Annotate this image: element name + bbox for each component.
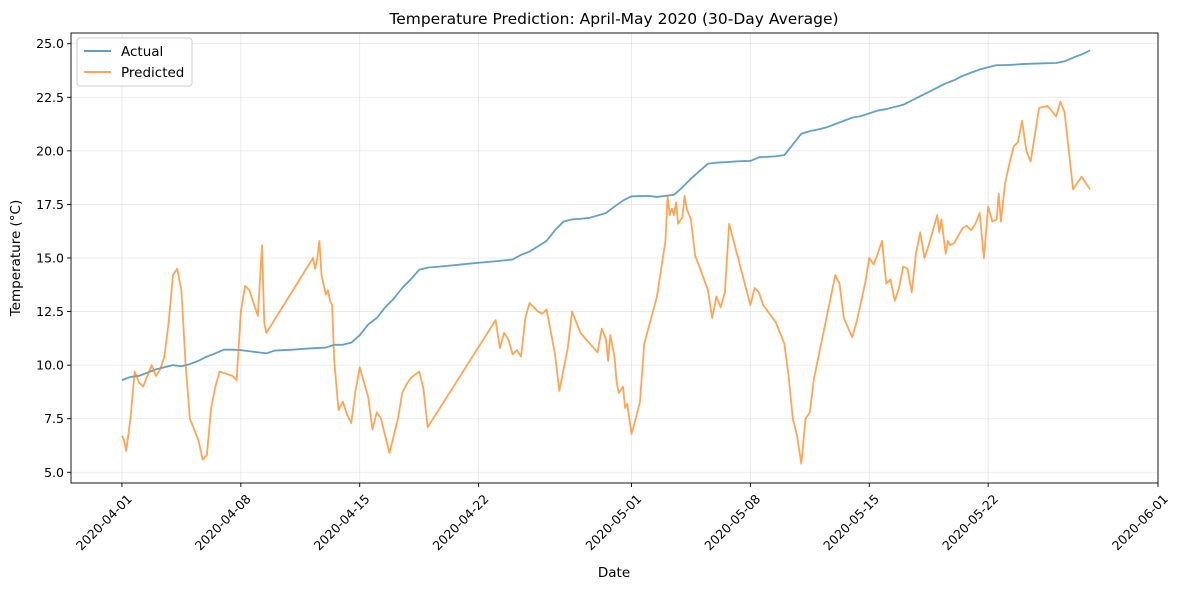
legend: Actual Predicted xyxy=(76,37,193,87)
y-tick-label: 5.0 xyxy=(44,465,64,480)
y-tick-label: 10.0 xyxy=(36,358,64,373)
y-tick-label: 17.5 xyxy=(36,197,64,212)
y-tick-label: 22.5 xyxy=(36,90,64,105)
chart-title: Temperature Prediction: April-May 2020 (… xyxy=(388,10,838,28)
series-line-predicted xyxy=(121,100,1091,465)
series-lines xyxy=(121,49,1091,465)
y-tick-label: 7.5 xyxy=(44,411,64,426)
x-axis-label: Date xyxy=(598,565,630,581)
y-tick-label: 12.5 xyxy=(36,304,64,319)
y-tick-label: 25.0 xyxy=(36,36,64,51)
y-tick-label: 15.0 xyxy=(36,251,64,266)
legend-label-predicted: Predicted xyxy=(121,65,184,81)
y-tick-label: 20.0 xyxy=(36,143,64,158)
y-axis: 5.0 7.5 10.0 12.5 15.0 17.5 20.0 22.5 25.0 xyxy=(36,36,71,480)
legend-label-actual: Actual xyxy=(121,44,163,60)
series-line-actual xyxy=(121,49,1091,381)
y-axis-label: Temperature (°C) xyxy=(8,200,24,318)
